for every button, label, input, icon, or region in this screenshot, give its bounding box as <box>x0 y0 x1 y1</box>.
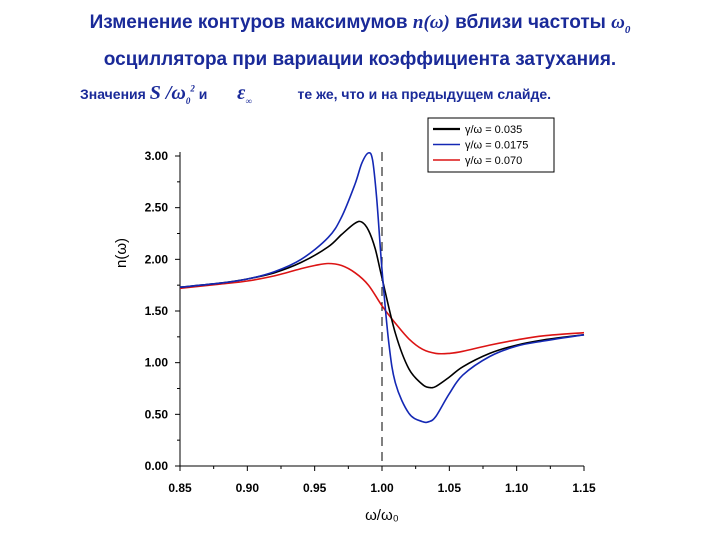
x-tick-label: 1.05 <box>438 481 462 495</box>
title-line2: осциллятора при вариации коэффициента за… <box>103 48 617 70</box>
y-tick-label: 1.50 <box>145 304 169 318</box>
title-line1: Изменение контуров максимумов n(ω) вблиз… <box>89 12 631 36</box>
title-symbol-omega0: ω0 <box>611 12 631 36</box>
slide-title: Изменение контуров максимумов n(ω) вблиз… <box>0 8 720 74</box>
y-tick-label: 0.50 <box>145 407 169 421</box>
legend-entry-2: γ/ω = 0.070 <box>465 155 522 167</box>
series-layer <box>179 151 585 424</box>
x-axis-label: ω/ω₀ <box>365 507 399 524</box>
series-line-1 <box>179 151 585 424</box>
legend: γ/ω = 0.035 γ/ω = 0.0175 γ/ω = 0.070 <box>427 117 555 173</box>
x-tick-label: 0.85 <box>168 481 192 495</box>
axes-layer: 0.00 0.50 1.00 1.50 2.00 2.50 3.00 0.85 0.90 0.95… <box>113 149 596 524</box>
legend-entry-1: γ/ω = 0.0175 <box>465 140 528 152</box>
y-axis-label: n(ω) <box>113 238 130 268</box>
x-tick-label: 0.90 <box>236 481 260 495</box>
y-tick-label: 1.00 <box>145 356 169 370</box>
y-tick-label: 2.00 <box>145 252 169 266</box>
y-tick-label: 3.00 <box>145 149 169 163</box>
title-symbol-n: n(ω) <box>412 12 450 33</box>
y-tick-label: 0.00 <box>145 459 169 473</box>
series-line-2 <box>179 262 585 355</box>
symbol-s-over-omega0: S /ω02 <box>149 82 195 106</box>
x-tick-label: 0.95 <box>303 481 327 495</box>
symbol-epsilon-inf: ε∞ <box>237 82 252 106</box>
x-tick-label: 1.10 <box>505 481 529 495</box>
x-tick-label: 1.00 <box>370 481 394 495</box>
y-tick-label: 2.50 <box>145 201 169 215</box>
values-note: Значения S /ω02 и ε∞ те же, что и на пре… <box>80 82 552 106</box>
x-tick-label: 1.15 <box>572 481 596 495</box>
legend-entry-0: γ/ω = 0.035 <box>465 124 522 136</box>
